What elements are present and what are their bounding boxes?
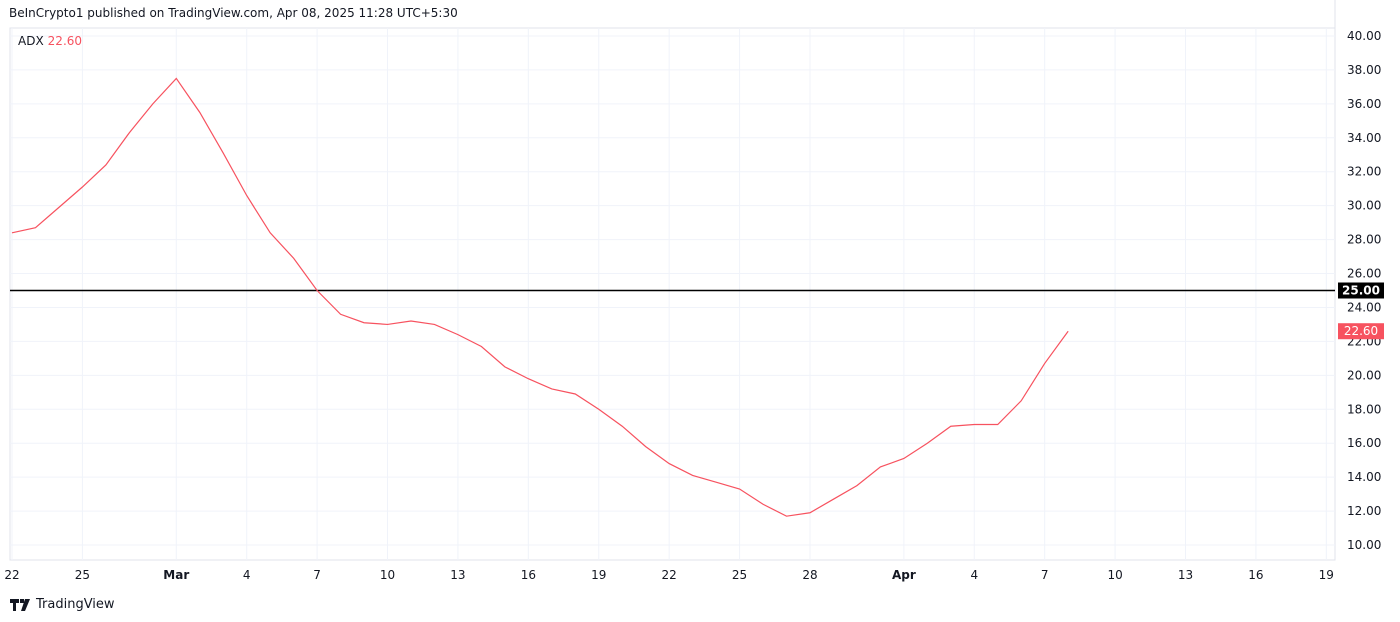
y-tick-label: 32.00: [1347, 165, 1381, 179]
y-tick-label: 26.00: [1347, 267, 1381, 281]
level-25-label-bg: [1338, 282, 1384, 299]
tradingview-logo-icon: [10, 598, 30, 611]
x-tick-label: 4: [970, 568, 978, 582]
x-tick-label: 16: [1248, 568, 1263, 582]
legend-value: 22.60: [47, 34, 83, 48]
x-tick-label: 4: [243, 568, 251, 582]
y-tick-label: 14.00: [1347, 470, 1381, 484]
x-tick-label: 10: [380, 568, 395, 582]
x-tick-label: 10: [1107, 568, 1122, 582]
last-value-label: 22.60: [1344, 324, 1378, 338]
level-25-label: 25.00: [1342, 284, 1380, 298]
publish-header: BeInCrypto1 published on TradingView.com…: [9, 6, 458, 20]
x-tick-label: 22: [4, 568, 19, 582]
y-tick-label: 40.00: [1347, 29, 1381, 43]
x-tick-label: 16: [521, 568, 536, 582]
y-tick-label: 34.00: [1347, 131, 1381, 145]
last-value-label-bg: [1338, 323, 1384, 340]
x-tick-label: 28: [802, 568, 817, 582]
tradingview-logo[interactable]: TradingView: [10, 597, 115, 612]
x-tick-label: 13: [450, 568, 465, 582]
y-tick-label: 10.00: [1347, 538, 1381, 552]
y-tick-label: 12.00: [1347, 504, 1381, 518]
y-tick-label: 38.00: [1347, 63, 1381, 77]
y-tick-label: 18.00: [1347, 402, 1381, 416]
x-tick-label: 7: [313, 568, 321, 582]
y-tick-label: 36.00: [1347, 97, 1381, 111]
x-tick-label: 7: [1041, 568, 1049, 582]
y-tick-label: 20.00: [1347, 368, 1381, 382]
x-tick-label: Apr: [892, 568, 916, 582]
logo-text: TradingView: [36, 597, 115, 612]
indicator-legend[interactable]: ADX 22.60: [18, 34, 82, 48]
adx-line: [11, 77, 1069, 517]
x-tick-label: 19: [1319, 568, 1334, 582]
y-tick-label: 24.00: [1347, 300, 1381, 314]
x-tick-label: 22: [662, 568, 677, 582]
y-tick-label: 30.00: [1347, 199, 1381, 213]
x-tick-label: 25: [75, 568, 90, 582]
x-tick-label: 13: [1178, 568, 1193, 582]
x-tick-label: 25: [732, 568, 747, 582]
y-tick-label: 28.00: [1347, 233, 1381, 247]
x-tick-label: 19: [591, 568, 606, 582]
plot-frame: [9, 27, 1336, 561]
x-tick-label: Mar: [163, 568, 189, 582]
legend-name: ADX: [18, 34, 44, 48]
y-tick-label: 16.00: [1347, 436, 1381, 450]
